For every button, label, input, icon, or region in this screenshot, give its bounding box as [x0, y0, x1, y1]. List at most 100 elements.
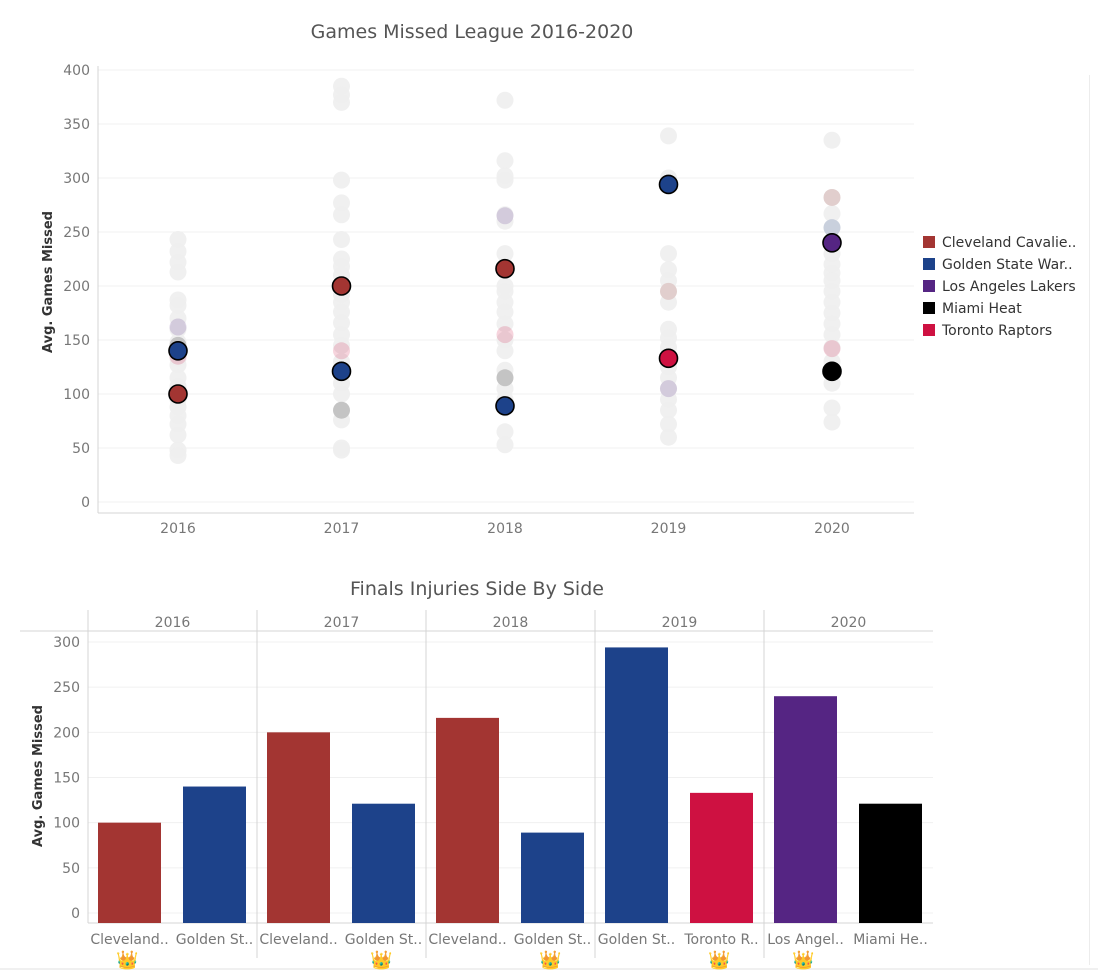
dashboard-edge-rule — [1089, 75, 1090, 965]
scatter-background-point — [496, 423, 514, 441]
scatter-x-tick-label: 2019 — [651, 521, 687, 537]
scatter-y-tick-label: 250 — [63, 225, 90, 241]
scatter-background-point — [169, 356, 187, 374]
scatter-y-tick-label: 300 — [63, 171, 90, 187]
scatter-x-tick-label: 2018 — [487, 521, 523, 537]
scatter-y-tick-label: 350 — [63, 117, 90, 133]
bar-panel-year-label: 2018 — [493, 615, 529, 631]
bar[interactable] — [98, 822, 161, 923]
crown-icon: 👑 — [792, 950, 814, 971]
scatter-background-point — [660, 401, 677, 419]
scatter-chart-title: Games Missed League 2016-2020 — [311, 21, 634, 43]
scatter-highlight-points — [168, 174, 842, 416]
scatter-highlight-point[interactable] — [658, 348, 679, 369]
scatter-background-point — [660, 127, 677, 145]
scatter-background-point — [496, 245, 514, 263]
scatter-background-point — [169, 263, 187, 281]
bar-category-label: Golden St.. — [514, 932, 591, 948]
crown-icon: 👑 — [116, 950, 138, 971]
bar-category-label: Toronto R.. — [683, 932, 758, 948]
legend-label: Cleveland Cavalie.. — [942, 235, 1076, 251]
scatter-background-point — [496, 212, 514, 230]
scatter-background-point — [333, 441, 350, 459]
scatter-background-point — [496, 303, 514, 321]
scatter-background-point — [169, 231, 187, 249]
legend-swatch — [923, 280, 935, 292]
crown-icon: 👑 — [708, 950, 730, 971]
scatter-highlight-point[interactable] — [331, 361, 352, 382]
bar-category-label: Los Angel.. — [767, 932, 844, 948]
scatter-faded-team-point — [496, 326, 514, 344]
scatter-y-tick-label: 0 — [81, 495, 90, 511]
bar[interactable] — [436, 717, 499, 923]
scatter-y-tick-label: 100 — [63, 387, 90, 403]
scatter-background-point — [333, 336, 350, 354]
scatter-background-point — [169, 320, 187, 338]
scatter-highlight-point[interactable] — [495, 258, 515, 279]
bar-category-label: Golden St.. — [176, 932, 253, 948]
crown-icon: 👑 — [539, 950, 561, 971]
scatter-background-point — [823, 205, 841, 223]
bar-panel-year-label: 2020 — [831, 615, 867, 631]
scatter-background-point — [333, 385, 350, 403]
scatter-background-point — [496, 436, 514, 454]
scatter-highlight-point[interactable] — [495, 396, 515, 416]
bar[interactable] — [690, 792, 753, 923]
scatter-highlight-point[interactable] — [168, 340, 188, 361]
scatter-faded-team-point — [496, 207, 514, 225]
scatter-highlight-point[interactable] — [331, 276, 352, 296]
scatter-highlight-point[interactable] — [168, 384, 188, 404]
bar-panel-year-label: 2019 — [662, 615, 698, 631]
bar-y-tick-label: 150 — [53, 771, 80, 787]
legend: Cleveland Cavalie.. Golden State War.. Los… — [923, 235, 1076, 339]
scatter-highlight-point[interactable] — [658, 174, 679, 195]
bar-y-tick-label: 100 — [53, 816, 80, 832]
scatter-faded-team-point — [660, 282, 677, 300]
bar[interactable] — [352, 803, 415, 923]
scatter-y-tick-label: 50 — [72, 441, 90, 457]
legend-swatch — [923, 258, 935, 270]
bar[interactable] — [774, 696, 837, 923]
scatter-highlight-point[interactable] — [822, 361, 842, 382]
scatter-background-point — [823, 131, 841, 149]
scatter-background-point — [496, 171, 514, 189]
scatter-background-point — [333, 171, 350, 189]
bar-panel-2016: 2016 Cleveland.. 👑 Golden St.. — [90, 615, 253, 971]
scatter-y-tick-label: 400 — [63, 63, 90, 79]
scatter-background-point — [660, 293, 677, 311]
scatter-x-tick-label: 2016 — [160, 521, 196, 537]
bar[interactable] — [521, 832, 584, 923]
scatter-highlight-point[interactable] — [822, 233, 842, 253]
bar[interactable] — [183, 786, 246, 923]
bar-y-axis-title: Avg. Games Missed — [31, 705, 46, 847]
scatter-x-tick-label: 2017 — [324, 521, 360, 537]
scatter-faded-team-point — [496, 369, 514, 387]
bar[interactable] — [859, 803, 922, 923]
crown-icon: 👑 — [370, 950, 392, 971]
bar-category-label: Cleveland.. — [90, 932, 168, 948]
scatter-background-point — [823, 399, 841, 417]
scatter-background-point — [169, 296, 187, 314]
scatter-chart: Games Missed League 2016-2020 Avg. Games… — [41, 21, 1076, 537]
scatter-background-point — [823, 219, 841, 237]
bar[interactable] — [267, 732, 330, 923]
bar-panel-2017: 2017 Cleveland.. Golden St.. 👑 — [256, 610, 422, 971]
scatter-background-point — [333, 314, 350, 332]
scatter-x-ticks: 2016 2017 2018 2019 2020 — [160, 521, 850, 537]
bar-category-label: Golden St.. — [345, 932, 422, 948]
scatter-background-point — [496, 315, 514, 333]
bar-y-tick-label: 300 — [53, 635, 80, 651]
scatter-faded-team-point — [823, 340, 841, 358]
scatter-background-point — [333, 194, 350, 212]
scatter-faded-team-point — [823, 219, 841, 237]
scatter-background-point — [333, 231, 350, 249]
bar-category-label: Golden St.. — [598, 932, 675, 948]
bar[interactable] — [605, 647, 668, 923]
scatter-background-point — [660, 245, 677, 263]
bar-panel-2019: 2019 Golden St.. Toronto R.. 👑 — [594, 610, 759, 971]
legend-label: Miami Heat — [942, 301, 1022, 317]
scatter-background-point — [823, 188, 841, 206]
scatter-background-point — [496, 342, 514, 360]
bar-y-tick-label: 250 — [53, 680, 80, 696]
bar-category-label: Cleveland.. — [428, 932, 506, 948]
